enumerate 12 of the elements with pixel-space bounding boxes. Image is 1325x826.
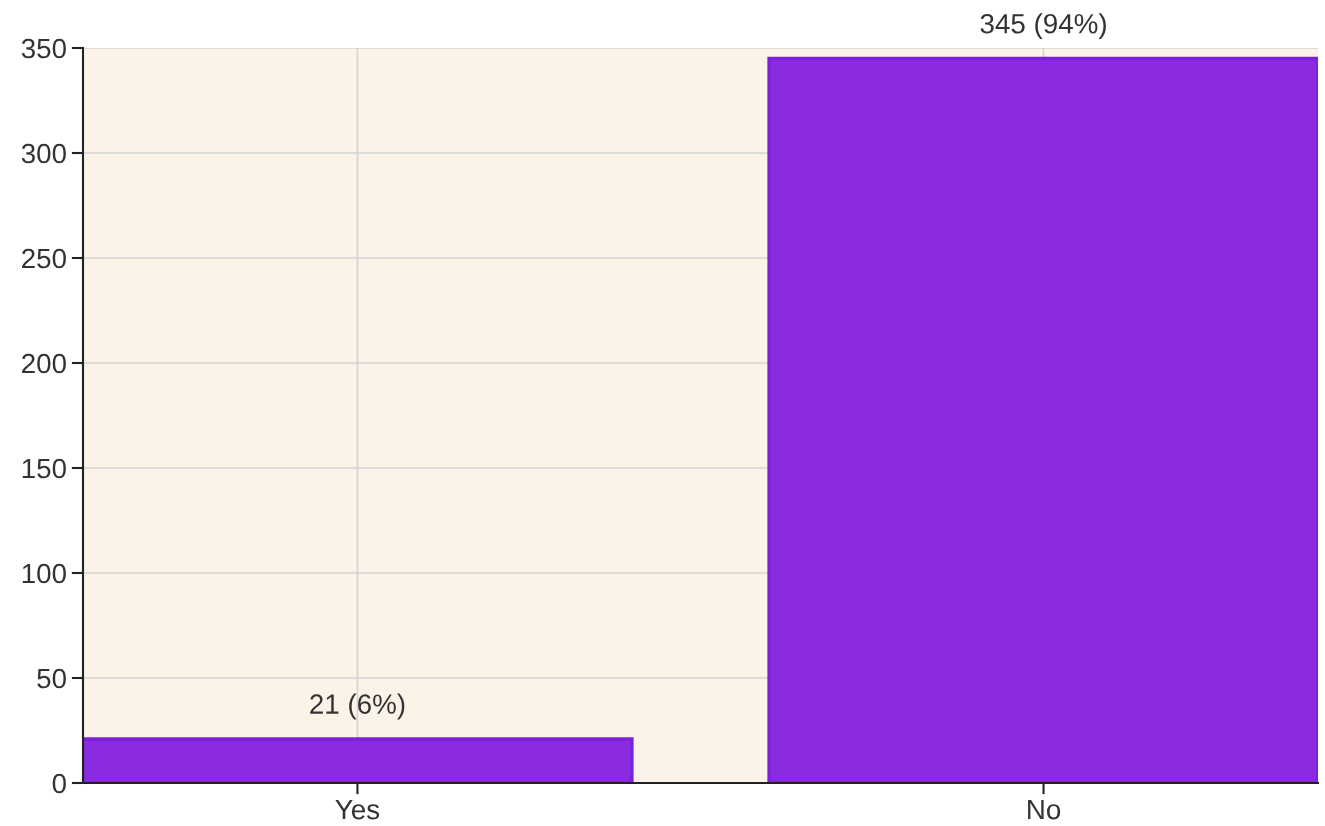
y-tick-label: 50 (37, 668, 66, 689)
y-tick-label: 0 (52, 773, 66, 794)
y-tick-label: 100 (22, 563, 66, 584)
y-tick-label: 250 (22, 248, 66, 269)
y-tick-label: 150 (22, 458, 66, 479)
x-tick-label: Yes (335, 799, 380, 820)
y-tick-label: 300 (21, 143, 66, 164)
y-tick-label: 350 (21, 38, 66, 59)
data-label: 21 (6%) (310, 693, 405, 720)
x-tick-label: No (1028, 799, 1061, 820)
data-label: 345 (94%) (980, 13, 1106, 40)
y-tick-label: 200 (22, 353, 66, 374)
